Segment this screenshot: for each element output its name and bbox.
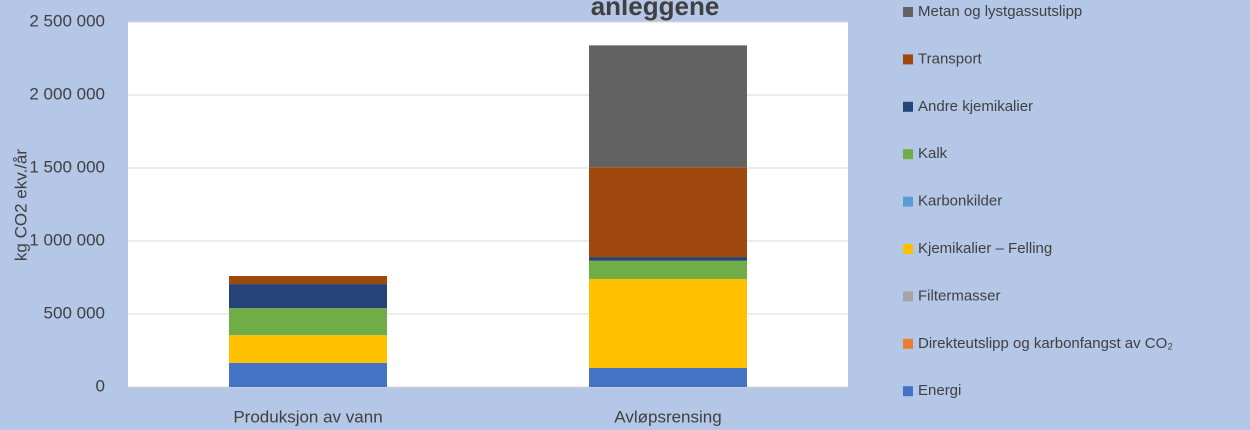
y-tick-label: 500 000 — [44, 303, 105, 322]
chart-title: anleggene — [591, 0, 720, 21]
y-tick-label: 1 000 000 — [29, 230, 105, 249]
y-tick-label: 2 000 000 — [29, 84, 105, 103]
x-tick-label: Avløpsrensing — [614, 407, 721, 426]
bar-segment — [589, 368, 747, 387]
legend-swatch — [903, 338, 913, 349]
y-tick-label: 2 500 000 — [29, 11, 105, 30]
legend-label: Transport — [918, 50, 982, 67]
legend-label: Energi — [918, 382, 961, 399]
legend-swatch — [903, 101, 913, 112]
legend-label: Filtermasser — [918, 287, 1001, 304]
legend-swatch — [903, 7, 913, 17]
legend-swatch — [903, 244, 913, 254]
bar-segment — [229, 362, 387, 387]
bar-segment — [229, 284, 387, 309]
legend-swatch — [903, 149, 913, 160]
bar-segment — [589, 167, 747, 258]
legend-label: Karbonkilder — [918, 193, 1002, 210]
bar-segment — [589, 278, 747, 369]
legend-swatch — [903, 291, 913, 302]
legend-swatch — [903, 386, 913, 397]
legend-label: Kalk — [918, 145, 948, 162]
bar-segment — [589, 260, 747, 279]
legend-label: Metan og lystgassutslipp — [918, 3, 1082, 20]
bar-segment — [229, 308, 387, 336]
legend-label: Direkteutslipp og karbonfangst av CO₂ — [918, 335, 1173, 352]
y-tick-label: 0 — [96, 376, 105, 395]
y-tick-label: 1 500 000 — [29, 157, 105, 176]
x-tick-label: Produksjon av vann — [233, 407, 382, 426]
legend-label: Andre kjemikalier — [918, 98, 1033, 115]
bar-segment — [229, 335, 387, 363]
y-axis-label: kg CO2 ekv./år — [11, 149, 30, 261]
legend-label: Kjemikalier – Felling — [918, 240, 1052, 257]
bar-segment — [589, 257, 747, 261]
bar-segment — [229, 276, 387, 285]
legend-swatch — [903, 196, 913, 207]
legend-swatch — [903, 54, 913, 65]
bar-segment — [589, 45, 747, 168]
